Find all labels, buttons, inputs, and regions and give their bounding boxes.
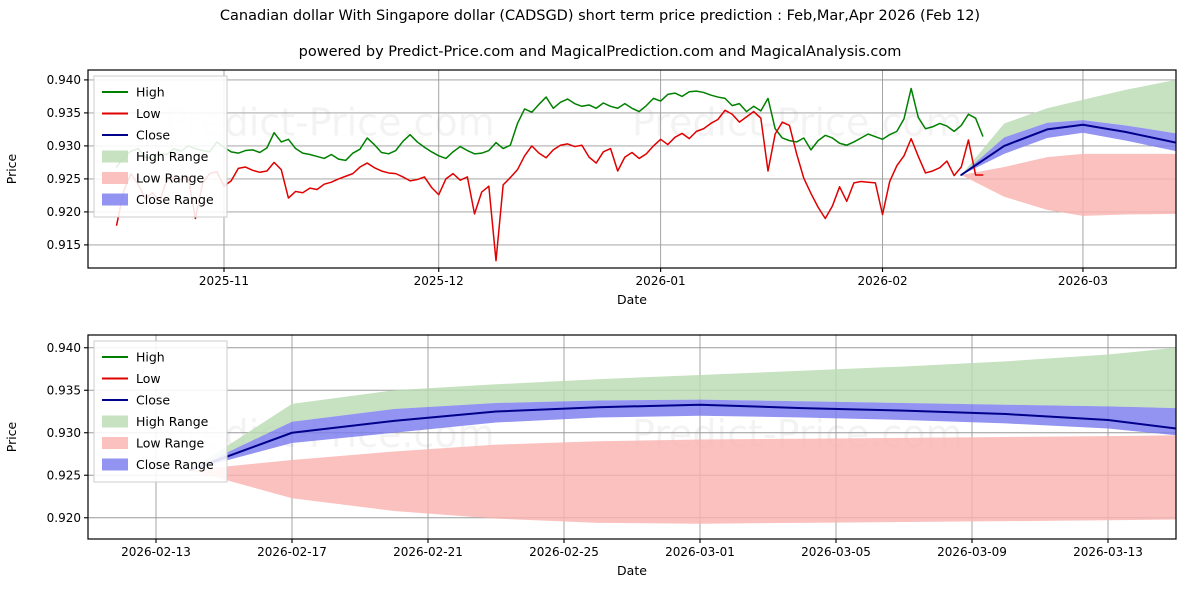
legend: High Low Close High Range Low Range Close Ran… xyxy=(93,340,228,483)
page-subtitle: powered by Predict-Price.com and Magical… xyxy=(298,44,902,60)
y-tick-label: 0.925 xyxy=(47,172,81,186)
plot-frame xyxy=(87,69,1177,269)
legend-item-high[interactable]: High xyxy=(102,84,165,99)
y-axis-label: Price xyxy=(4,153,19,184)
legend-band-swatch xyxy=(102,437,128,449)
legend-item-label: High Range xyxy=(136,149,209,164)
x-axis-label: Date xyxy=(617,563,647,578)
series-line-low xyxy=(115,109,984,262)
bottom-chart: Predict-Price.comPredict-Price.com0.9200… xyxy=(4,334,1177,578)
y-tick-label: 0.920 xyxy=(47,511,81,525)
legend-item-label: Close Range xyxy=(136,457,214,472)
legend-item-label: High xyxy=(136,84,165,99)
legend-item-high[interactable]: High xyxy=(102,349,165,364)
high-range-band xyxy=(190,347,1176,471)
top-chart: Predict-Price.comPredict-Price.com0.9150… xyxy=(4,69,1177,307)
x-axis-label: Date xyxy=(617,292,647,307)
legend-item-label: Close xyxy=(136,127,170,142)
forecast-close-line xyxy=(189,403,1176,472)
low-range-band xyxy=(961,153,1176,216)
legend-band-swatch xyxy=(102,458,128,471)
legend-item-low[interactable]: Low xyxy=(102,371,161,386)
axes: 0.920 0.925 0.930 0.935 0.940 2026-02-13 2026-… xyxy=(4,341,1143,578)
bottom-chart-panel: Predict-Price.comPredict-Price.com0.9200… xyxy=(0,325,1200,597)
legend-item-close-range[interactable]: Close Range xyxy=(102,192,214,207)
x-tick-label: 2026-01 xyxy=(636,274,686,288)
legend-band-swatch xyxy=(102,415,128,428)
series-line-high xyxy=(115,87,984,168)
x-tick-label: 2026-02 xyxy=(857,274,907,288)
legend-item-label: High xyxy=(136,349,165,364)
legend: High Low Close High Range Low Range Close Ran… xyxy=(93,75,228,218)
legend-item-label: High Range xyxy=(136,414,209,429)
page-title: Canadian dollar With Singapore dollar (C… xyxy=(219,8,981,24)
x-tick-label: 2026-02-21 xyxy=(393,545,463,559)
x-tick-label: 2026-03-05 xyxy=(801,545,871,559)
legend-item-low-range[interactable]: Low Range xyxy=(102,170,205,185)
legend-item-high-range[interactable]: High Range xyxy=(102,149,209,164)
low-range-band xyxy=(190,435,1176,524)
legend-band-swatch xyxy=(102,172,128,184)
y-tick-label: 0.915 xyxy=(47,238,81,252)
legend-item-close[interactable]: Close xyxy=(102,127,170,142)
x-tick-label: 2026-02-13 xyxy=(121,545,191,559)
y-tick-label: 0.935 xyxy=(47,106,81,120)
close-range-band xyxy=(961,120,1176,175)
legend-item-high-range[interactable]: High Range xyxy=(102,414,209,429)
svg-text:Predict-Price.com: Predict-Price.com xyxy=(632,100,963,144)
legend-item-label: Close Range xyxy=(136,192,214,207)
legend-item-low[interactable]: Low xyxy=(102,106,161,121)
x-tick-label: 2026-02-17 xyxy=(257,545,327,559)
y-tick-label: 0.930 xyxy=(47,139,81,153)
y-axis-label: Price xyxy=(4,421,19,452)
x-tick-label: 2025-12 xyxy=(414,274,464,288)
legend-item-close-range[interactable]: Close Range xyxy=(102,457,214,472)
top-chart-panel: Predict-Price.comPredict-Price.com0.9150… xyxy=(0,62,1200,320)
legend-item-label: Low xyxy=(136,106,161,121)
y-tick-label: 0.940 xyxy=(47,73,81,87)
x-tick-label: 2026-03 xyxy=(1058,274,1108,288)
legend-band-swatch xyxy=(102,150,128,163)
x-tick-label: 2026-03-01 xyxy=(665,545,735,559)
high-range-band xyxy=(961,79,1176,175)
plot-frame xyxy=(87,334,1177,540)
y-tick-label: 0.940 xyxy=(47,341,81,355)
x-tick-label: 2026-03-13 xyxy=(1073,545,1143,559)
legend-item-label: Close xyxy=(136,392,170,407)
y-tick-label: 0.930 xyxy=(47,426,81,440)
legend-band-swatch xyxy=(102,193,128,206)
legend-item-label: Low xyxy=(136,371,161,386)
x-tick-label: 2026-03-09 xyxy=(937,545,1007,559)
x-tick-label: 2025-11 xyxy=(199,274,249,288)
legend-item-low-range[interactable]: Low Range xyxy=(102,435,205,450)
y-tick-label: 0.935 xyxy=(47,383,81,397)
x-tick-label: 2026-02-25 xyxy=(529,545,599,559)
legend-item-close[interactable]: Close xyxy=(102,392,170,407)
y-tick-label: 0.925 xyxy=(47,468,81,482)
y-tick-label: 0.920 xyxy=(47,205,81,219)
legend-item-label: Low Range xyxy=(136,170,205,185)
legend-item-label: Low Range xyxy=(136,435,205,450)
forecast-close-line xyxy=(960,123,1176,176)
axes: 0.915 0.920 0.925 0.930 0.935 0.940 2025-11 202… xyxy=(4,73,1108,307)
